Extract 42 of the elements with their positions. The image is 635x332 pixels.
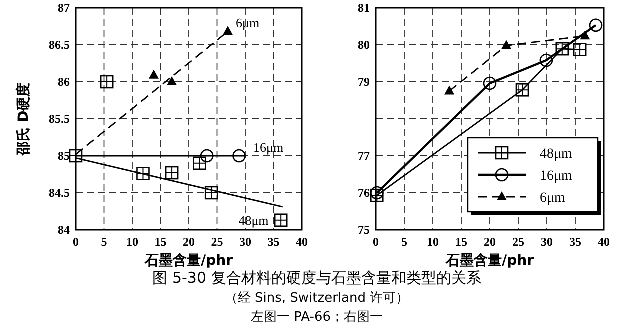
x-tick-label: 0 [373, 235, 379, 249]
y-tick-label: 87 [58, 1, 70, 15]
y-tick-label: 85 [58, 149, 70, 163]
y-tick-label: 84 [58, 223, 70, 237]
text: 左图一 PA-66；右图一 [251, 310, 383, 325]
y-tick-label: 77 [358, 149, 370, 163]
y-tick-label: 75 [358, 223, 370, 237]
x-tick-label: 25 [211, 235, 224, 249]
series-label: 16μm [254, 140, 284, 155]
y-tick-label: 86.5 [49, 38, 70, 52]
y-tick-label: 76 [358, 186, 370, 200]
x-tick-label: 40 [296, 235, 308, 249]
y-tick-label: 84.5 [49, 186, 70, 200]
y-tick-label: 86 [58, 75, 70, 89]
x-tick-label: 35 [570, 235, 582, 249]
y-tick-label: 80 [358, 38, 370, 52]
y-tick-label: 79 [358, 75, 370, 89]
x-tick-label: 30 [240, 235, 252, 249]
x-tick-label: 30 [541, 235, 553, 249]
x-axis-title: 石墨含量/phr [144, 253, 234, 269]
x-tick-label: 5 [402, 235, 408, 249]
x-tick-label: 35 [268, 235, 280, 249]
series-label: 6μm [236, 16, 260, 31]
x-tick-label: 20 [183, 235, 195, 249]
x-tick-label: 15 [456, 235, 468, 249]
x-tick-label: 20 [484, 235, 496, 249]
x-tick-label: 5 [101, 235, 108, 249]
y-axis-title: 邵氏 D硬度 [15, 82, 32, 156]
text: （经 Sins, Switzerland 许可） [224, 291, 410, 306]
x-tick-label: 40 [598, 235, 610, 249]
y-tick-label: 85.5 [49, 112, 70, 126]
x-tick-label: 25 [512, 235, 524, 249]
text: 图 5-30 复合材料的硬度与石墨含量和类型的关系 [152, 269, 482, 287]
x-tick-label: 10 [427, 235, 439, 249]
x-tick-label: 15 [154, 235, 167, 249]
x-tick-label: 0 [73, 235, 79, 249]
x-axis-title: 石墨含量/phr [444, 253, 534, 269]
x-tick-label: 10 [126, 235, 138, 249]
legend-label: 48μm [540, 147, 573, 162]
legend-label: 6μm [540, 191, 566, 206]
y-tick-label: 81 [358, 1, 370, 15]
legend-label: 16μm [540, 169, 573, 184]
